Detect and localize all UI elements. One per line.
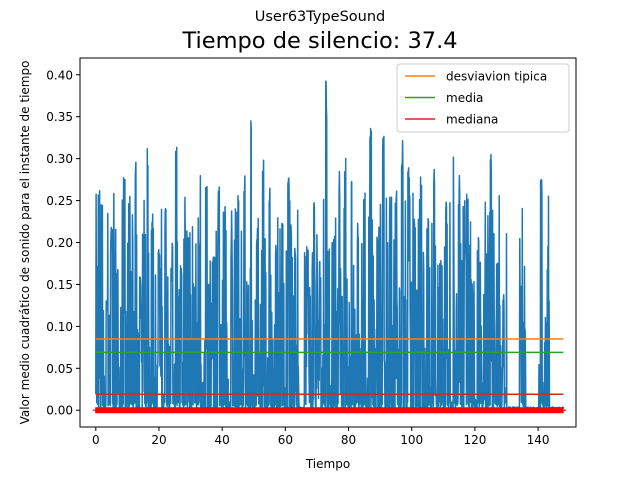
legend-label-mediana: mediana bbox=[446, 113, 498, 127]
y-tick-label: 0.10 bbox=[46, 320, 73, 334]
x-axis: 0 20 40 60 80 100 120 140 bbox=[92, 427, 550, 447]
x-tick-label: 100 bbox=[400, 433, 423, 447]
x-tick-label: 0 bbox=[92, 433, 100, 447]
legend-box bbox=[396, 63, 570, 133]
chart-suptitle: User63TypeSound bbox=[255, 9, 385, 25]
legend-label-desviavion-tipica: desviavion tipica bbox=[446, 70, 547, 84]
x-tick-label: 40 bbox=[215, 433, 230, 447]
x-tick-label: 80 bbox=[341, 433, 356, 447]
x-tick-label: 60 bbox=[278, 433, 293, 447]
legend: desviavion tipica media mediana bbox=[396, 63, 570, 133]
silence-marker-series bbox=[92, 407, 566, 414]
silence-markers bbox=[92, 407, 566, 414]
y-tick-label: 0.20 bbox=[46, 236, 73, 250]
y-tick-label: 0.40 bbox=[46, 68, 73, 82]
signal-line bbox=[95, 80, 565, 411]
y-axis: 0.00 0.05 0.10 0.15 0.20 0.25 0.30 0.35 0.40 bbox=[46, 68, 80, 418]
reference-lines bbox=[95, 338, 564, 396]
x-tick-label: 140 bbox=[527, 433, 550, 447]
legend-label-media: media bbox=[446, 91, 483, 105]
y-axis-label: Valor medio cuadrático de sonido para el… bbox=[18, 61, 32, 425]
y-tick-label: 0.25 bbox=[46, 194, 73, 208]
x-tick-label: 20 bbox=[151, 433, 166, 447]
y-tick-label: 0.35 bbox=[46, 110, 73, 124]
plot-area bbox=[95, 80, 565, 411]
chart-title: Tiempo de silencio: 37.4 bbox=[181, 28, 457, 54]
y-tick-label: 0.05 bbox=[46, 362, 73, 376]
y-tick-label: 0.00 bbox=[46, 404, 73, 418]
x-axis-label: Tiempo bbox=[305, 457, 350, 471]
y-tick-label: 0.15 bbox=[46, 278, 73, 292]
y-tick-label: 0.30 bbox=[46, 152, 73, 166]
x-tick-label: 120 bbox=[463, 433, 486, 447]
